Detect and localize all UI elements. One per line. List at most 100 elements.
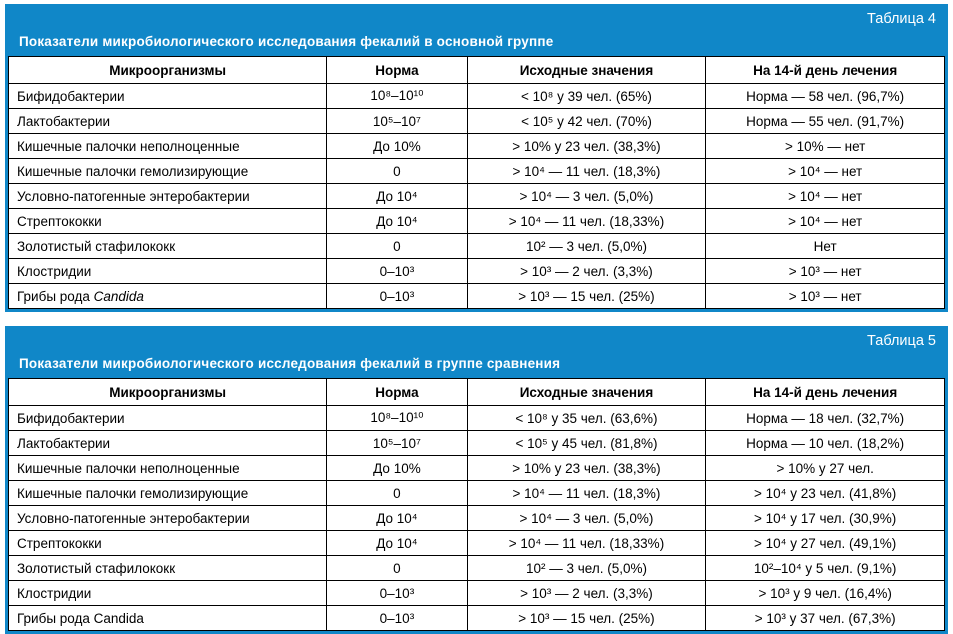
norm-cell: 0 (326, 555, 468, 581)
norm-cell: До 10⁴ (326, 505, 468, 531)
microorganism-genus-italic: Candida (93, 288, 144, 304)
day14-cell: > 10% — нет (705, 133, 945, 159)
table-row: Кишечные палочки гемолизирующие 0 > 10⁴ — … (7, 480, 945, 506)
norm-cell: 0–10³ (326, 283, 468, 309)
column-header: Норма (326, 378, 468, 406)
initial-value-cell: < 10⁸ у 39 чел. (65%) (466, 83, 707, 109)
day14-cell: Норма — 10 чел. (18,2%) (705, 430, 945, 456)
table-section-4: Таблица 4 Показатели микробиологического… (5, 4, 948, 312)
table-title: Показатели микробиологического исследова… (19, 356, 561, 371)
microorganism-cell: Стрептококки (7, 530, 328, 556)
initial-value-cell: > 10³ — 2 чел. (3,3%) (466, 580, 707, 606)
day14-cell: > 10³ у 37 чел. (67,3%) (705, 605, 945, 631)
initial-value-cell: 10² — 3 чел. (5,0%) (466, 555, 707, 581)
table-row: Стрептококки До 10⁴ > 10⁴ — 11 чел. (18,33… (7, 530, 945, 556)
initial-value-cell: > 10⁴ — 11 чел. (18,33%) (466, 530, 707, 556)
microorganism-cell: Клостридии (7, 258, 328, 284)
table-row: Бифидобактерии 10⁸–10¹⁰ < 10⁸ у 39 чел. (6… (7, 83, 945, 109)
table-row: Лактобактерии 10⁵–10⁷ < 10⁵ у 42 чел. (70%… (7, 108, 945, 134)
norm-cell: До 10% (326, 455, 468, 481)
table-row: Стрептококки До 10⁴ > 10⁴ — 11 чел. (18,33… (7, 208, 945, 234)
day14-cell: Норма — 58 чел. (96,7%) (705, 83, 945, 109)
data-table: Микроорганизмы Норма Исходные значения На 1… (7, 378, 945, 631)
column-header: Микроорганизмы (7, 56, 328, 84)
microorganism-cell: Лактобактерии (7, 430, 328, 456)
column-header: Исходные значения (466, 378, 707, 406)
data-table: Микроорганизмы Норма Исходные значения На 1… (7, 56, 945, 309)
norm-cell: 10⁸–10¹⁰ (326, 405, 468, 431)
microorganism-cell: Кишечные палочки неполноценные (7, 455, 328, 481)
table-row: Бифидобактерии 10⁸–10¹⁰ < 10⁸ у 35 чел. (6… (7, 405, 945, 431)
column-header: Исходные значения (466, 56, 707, 84)
microorganism-cell: Условно-патогенные энтеробактерии (7, 505, 328, 531)
microorganism-cell: Золотистый стафилококк (7, 555, 328, 581)
table-head: Микроорганизмы Норма Исходные значения На 1… (7, 56, 945, 84)
norm-cell: 0–10³ (326, 258, 468, 284)
day14-cell: > 10³ — нет (705, 258, 945, 284)
table-label: Таблица 4 (867, 11, 936, 27)
table-frame: Микроорганизмы Норма Исходные значения На 1… (5, 56, 948, 312)
day14-cell: > 10⁴ — нет (705, 158, 945, 184)
table-body: Бифидобактерии 10⁸–10¹⁰ < 10⁸ у 35 чел. (6… (7, 405, 945, 631)
norm-cell: 0–10³ (326, 605, 468, 631)
norm-cell: 0 (326, 158, 468, 184)
initial-value-cell: > 10⁴ — 3 чел. (5,0%) (466, 505, 707, 531)
day14-cell: > 10³ у 9 чел. (16,4%) (705, 580, 945, 606)
microorganism-cell: Грибы рода Candida (7, 605, 328, 631)
table-row: Клостридии 0–10³ > 10³ — 2 чел. (3,3%) > 10… (7, 580, 945, 606)
norm-cell: 10⁵–10⁷ (326, 108, 468, 134)
day14-cell: > 10⁴ у 23 чел. (41,8%) (705, 480, 945, 506)
initial-value-cell: 10² — 3 чел. (5,0%) (466, 233, 707, 259)
column-header: Микроорганизмы (7, 378, 328, 406)
table-band: Таблица 4 Показатели микробиологического… (5, 4, 948, 56)
table-title: Показатели микробиологического исследова… (19, 34, 554, 49)
initial-value-cell: > 10% у 23 чел. (38,3%) (466, 455, 707, 481)
table-row: Кишечные палочки неполноценные До 10% > 10… (7, 455, 945, 481)
table-row: Грибы рода Candida 0–10³ > 10³ — 15 чел. (… (7, 283, 945, 309)
initial-value-cell: > 10³ — 15 чел. (25%) (466, 283, 707, 309)
table-row: Клостридии 0–10³ > 10³ — 2 чел. (3,3%) > 10… (7, 258, 945, 284)
header-row: Микроорганизмы Норма Исходные значения На 1… (7, 378, 945, 406)
initial-value-cell: < 10⁵ у 42 чел. (70%) (466, 108, 707, 134)
microorganism-cell: Грибы рода Candida (7, 283, 328, 309)
table-row: Золотистый стафилококк 0 10² — 3 чел. (5,0… (7, 233, 945, 259)
microorganism-cell: Кишечные палочки гемолизирующие (7, 480, 328, 506)
table-band: Таблица 5 Показатели микробиологического… (5, 326, 948, 378)
table-row: Грибы рода Candida 0–10³ > 10³ — 15 чел. (… (7, 605, 945, 631)
microorganism-cell: Кишечные палочки гемолизирующие (7, 158, 328, 184)
table-body: Бифидобактерии 10⁸–10¹⁰ < 10⁸ у 39 чел. (6… (7, 83, 945, 309)
microorganism-cell: Бифидобактерии (7, 405, 328, 431)
norm-cell: До 10⁴ (326, 530, 468, 556)
day14-cell: Нет (705, 233, 945, 259)
table-row: Условно-патогенные энтеробактерии До 10⁴ >… (7, 505, 945, 531)
table-row: Кишечные палочки гемолизирующие 0 > 10⁴ — … (7, 158, 945, 184)
initial-value-cell: > 10⁴ — 11 чел. (18,3%) (466, 158, 707, 184)
day14-cell: Норма — 55 чел. (91,7%) (705, 108, 945, 134)
microorganism-cell: Условно-патогенные энтеробактерии (7, 183, 328, 209)
norm-cell: 0 (326, 480, 468, 506)
initial-value-cell: > 10³ — 2 чел. (3,3%) (466, 258, 707, 284)
microorganism-cell: Лактобактерии (7, 108, 328, 134)
norm-cell: 10⁵–10⁷ (326, 430, 468, 456)
initial-value-cell: < 10⁸ у 35 чел. (63,6%) (466, 405, 707, 431)
header-row: Микроорганизмы Норма Исходные значения На 1… (7, 56, 945, 84)
initial-value-cell: > 10⁴ — 11 чел. (18,3%) (466, 480, 707, 506)
column-header: Норма (326, 56, 468, 84)
table-head: Микроорганизмы Норма Исходные значения На 1… (7, 378, 945, 406)
norm-cell: До 10⁴ (326, 183, 468, 209)
column-header: На 14-й день лечения (705, 378, 945, 406)
table-row: Золотистый стафилококк 0 10² — 3 чел. (5,0… (7, 555, 945, 581)
initial-value-cell: > 10⁴ — 3 чел. (5,0%) (466, 183, 707, 209)
initial-value-cell: > 10⁴ — 11 чел. (18,33%) (466, 208, 707, 234)
table-row: Условно-патогенные энтеробактерии До 10⁴ >… (7, 183, 945, 209)
column-header: На 14-й день лечения (705, 56, 945, 84)
microorganism-cell: Золотистый стафилококк (7, 233, 328, 259)
initial-value-cell: > 10³ — 15 чел. (25%) (466, 605, 707, 631)
microorganism-cell: Клостридии (7, 580, 328, 606)
table-row: Кишечные палочки неполноценные До 10% > 10… (7, 133, 945, 159)
norm-cell: 10⁸–10¹⁰ (326, 83, 468, 109)
norm-cell: До 10% (326, 133, 468, 159)
microorganism-cell: Стрептококки (7, 208, 328, 234)
norm-cell: До 10⁴ (326, 208, 468, 234)
